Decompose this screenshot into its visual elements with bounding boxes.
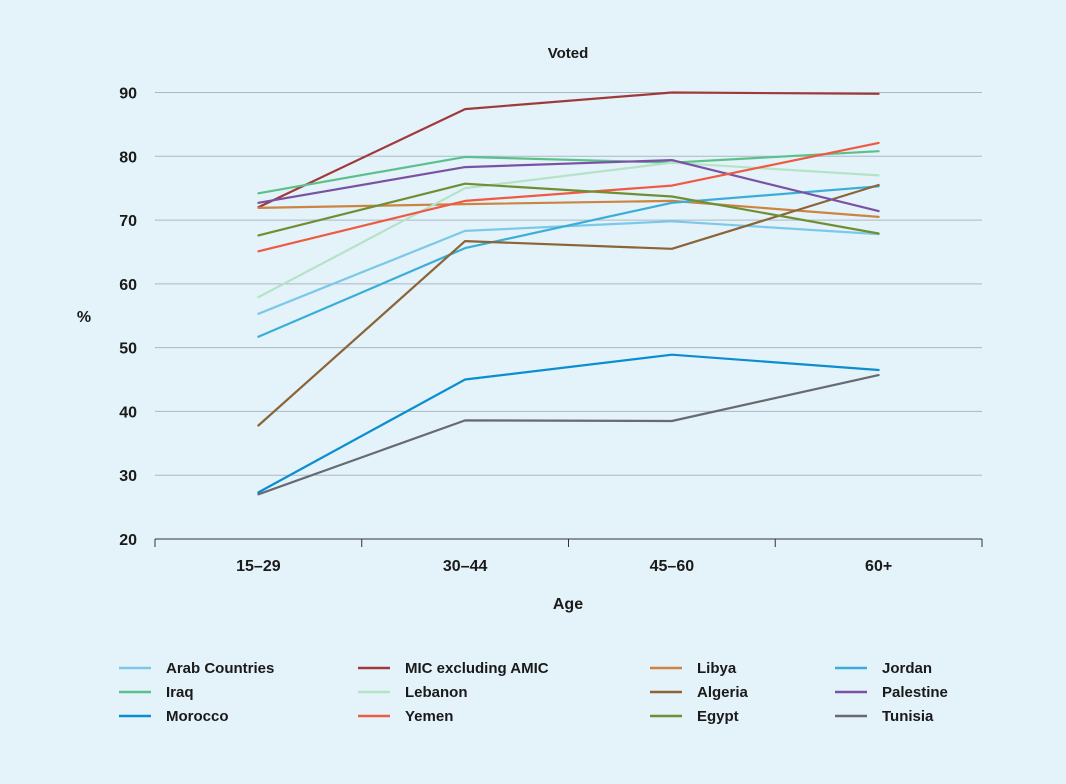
y-axis-label: % bbox=[77, 309, 91, 326]
series-line-jordan bbox=[257, 185, 880, 338]
series-line-palestine bbox=[257, 159, 880, 213]
legend-item: MIC excluding AMIC bbox=[358, 660, 549, 677]
y-tick-label: 20 bbox=[119, 532, 137, 549]
series-line-algeria bbox=[257, 183, 880, 427]
legend-item: Lebanon bbox=[358, 684, 468, 701]
y-tick-label: 90 bbox=[119, 85, 137, 102]
legend-label: Tunisia bbox=[882, 708, 934, 725]
legend-item: Arab Countries bbox=[119, 660, 274, 677]
legend: Arab Countries MIC excluding AMIC Libya Jor… bbox=[119, 660, 948, 725]
series-line-iraq bbox=[257, 150, 880, 195]
x-tick-label: 30–44 bbox=[443, 558, 488, 575]
legend-label: Lebanon bbox=[405, 684, 468, 701]
y-tick-label: 40 bbox=[119, 404, 137, 421]
legend-label: Arab Countries bbox=[166, 660, 274, 677]
x-tick-labels: 15–29 30–44 45–60 60+ bbox=[236, 558, 892, 575]
series-line-lebanon bbox=[257, 161, 880, 299]
series-line-libya bbox=[257, 199, 880, 218]
legend-label: Algeria bbox=[697, 684, 749, 701]
legend-item: Yemen bbox=[358, 708, 453, 725]
y-tick-label: 50 bbox=[119, 341, 137, 358]
x-tick-label: 15–29 bbox=[236, 558, 281, 575]
y-tick-label: 70 bbox=[119, 213, 137, 230]
legend-label: Libya bbox=[697, 660, 737, 677]
legend-item: Palestine bbox=[835, 684, 948, 701]
y-tick-labels: 20 30 40 50 60 70 80 90 bbox=[119, 85, 137, 549]
series-line-yemen bbox=[257, 141, 880, 253]
legend-item: Algeria bbox=[650, 684, 749, 701]
legend-item: Libya bbox=[650, 660, 737, 677]
x-axis-label: Age bbox=[553, 596, 583, 613]
y-tick-label: 30 bbox=[119, 468, 137, 485]
series-line-egypt bbox=[257, 182, 880, 237]
series-line-tunisia bbox=[257, 374, 880, 496]
series-line-arab-countries bbox=[257, 220, 880, 315]
legend-label: MIC excluding AMIC bbox=[405, 660, 549, 677]
series-lines bbox=[257, 91, 880, 496]
chart-title: Voted bbox=[548, 45, 589, 62]
legend-label: Iraq bbox=[166, 684, 194, 701]
x-tick-label: 60+ bbox=[865, 558, 892, 575]
legend-label: Yemen bbox=[405, 708, 453, 725]
y-tick-label: 60 bbox=[119, 277, 137, 294]
legend-item: Morocco bbox=[119, 708, 229, 725]
series-line-morocco bbox=[257, 353, 880, 494]
gridlines bbox=[155, 91, 982, 476]
legend-label: Morocco bbox=[166, 708, 229, 725]
legend-item: Tunisia bbox=[835, 708, 934, 725]
axes bbox=[154, 538, 983, 547]
series-line-mic-excluding-amic bbox=[257, 91, 880, 209]
legend-label: Egypt bbox=[697, 708, 739, 725]
legend-item: Jordan bbox=[835, 660, 932, 677]
y-tick-label: 80 bbox=[119, 149, 137, 166]
legend-label: Jordan bbox=[882, 660, 932, 677]
legend-item: Iraq bbox=[119, 684, 194, 701]
legend-item: Egypt bbox=[650, 708, 739, 725]
legend-label: Palestine bbox=[882, 684, 948, 701]
x-tick-label: 45–60 bbox=[650, 558, 695, 575]
